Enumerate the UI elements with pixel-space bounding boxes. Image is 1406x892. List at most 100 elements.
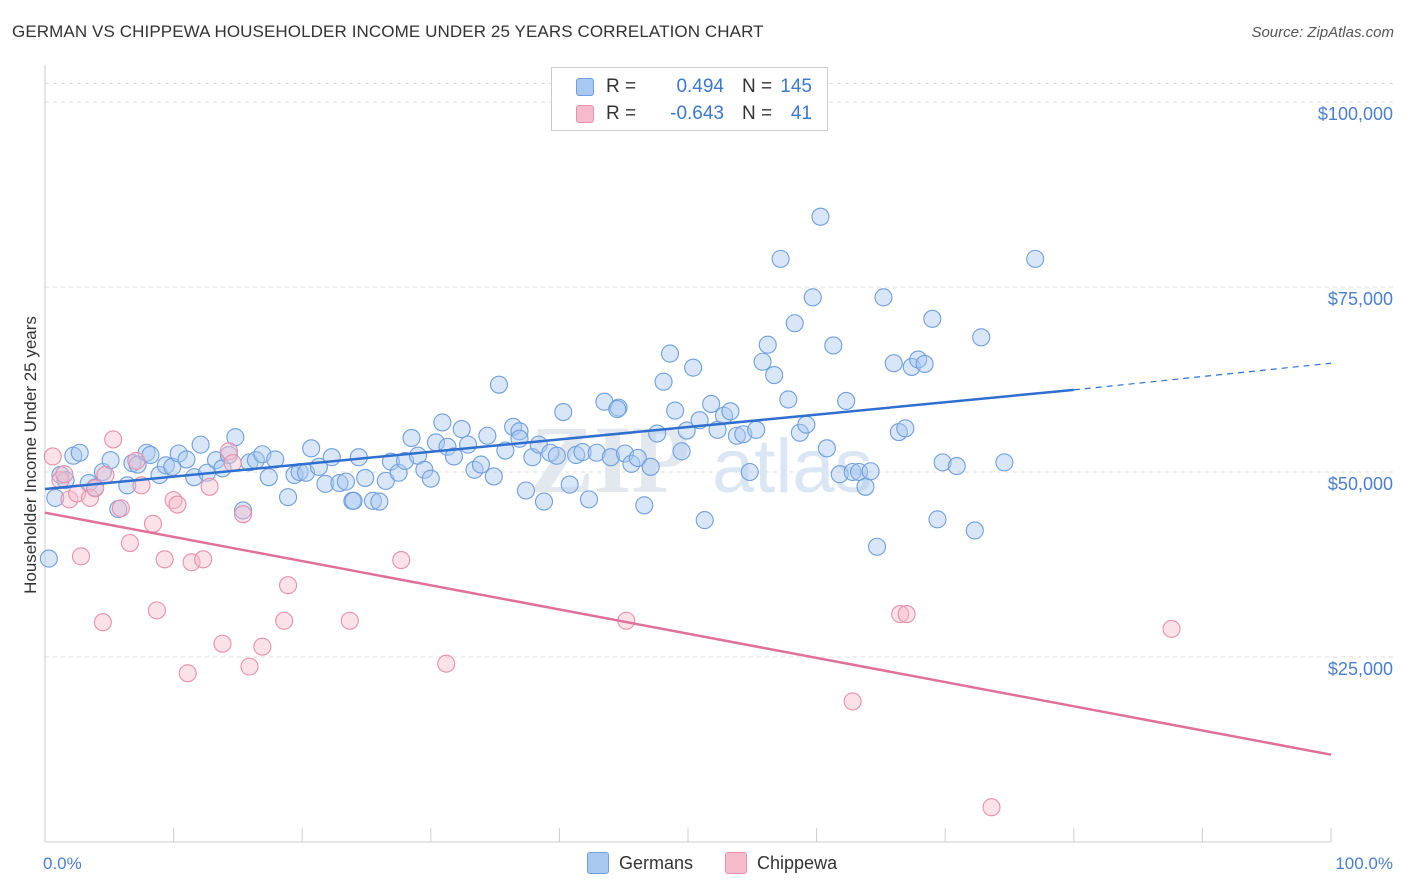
n-value: 41 [790,103,812,124]
german-point [177,450,196,469]
german-point [56,471,75,490]
german-point [608,400,627,419]
german-point [1026,249,1045,268]
series-legend: Germans Chippewa [587,852,869,874]
chippewa-point [279,576,298,595]
legend-label-chippewa: Chippewa [757,852,838,873]
chippewa-point [982,798,1001,817]
chippewa-swatch [725,852,748,874]
german-point [471,455,491,474]
chippewa-point [143,514,163,533]
chippewa-point [55,465,74,484]
germans-swatch [587,852,609,874]
german-point [376,471,395,490]
chippewa-trend-line [44,511,1332,756]
german-point [771,249,790,268]
german-point [695,511,714,530]
chippewa-point [71,547,91,566]
legend-row-chippewa: R = -0.643 N = 41 [576,101,812,127]
y-axis-label: Householder Income Under 25 years [21,316,40,594]
watermark-zip: ZIP [530,406,690,513]
source-credit: Source: ZipAtlas.com [1251,24,1394,41]
n-value: 145 [780,76,812,97]
german-point [861,462,880,481]
chippewa-point [194,550,213,569]
german-point [702,394,721,413]
german-point [947,457,966,476]
german-point [654,372,673,391]
german-point [259,468,278,487]
chippewa-point [223,454,242,473]
german-point [444,447,463,466]
y-tick-label: $100,000 [1318,104,1393,124]
german-point [856,477,875,496]
german-point [285,465,304,485]
x-tick-label-min: 0.0% [43,854,82,873]
chippewa-point [1162,619,1181,638]
y-tick-label: $50,000 [1328,474,1393,494]
german-point [421,469,440,488]
german-point [330,474,349,493]
chippewa-point [891,605,910,624]
chippewa-point [93,613,112,632]
german-point [803,288,822,307]
n-label: N = [742,103,773,124]
chippewa-point [240,657,259,676]
axis-labels: Householder Income Under 25 years $25,00… [21,104,1393,873]
german-point [510,422,529,441]
german-point [560,475,579,494]
german-point [489,375,509,394]
german-point [39,549,58,568]
chippewa-point [275,611,294,630]
legend-item-chippewa[interactable]: Chippewa [725,852,837,874]
x-tick-label-max: 100.0% [1335,854,1393,873]
german-point [684,358,703,377]
german-point [884,354,903,373]
german-point [824,336,843,355]
chippewa-point [437,654,456,673]
german-point [534,492,554,511]
chippewa-point [111,499,130,518]
chippewa-point [80,488,100,507]
german-point [191,435,210,454]
german-point [70,443,89,462]
german-point [587,443,606,462]
german-point [302,439,321,458]
german-point [478,426,497,445]
legend-row-germans: R = 0.494 N = 145 [576,74,812,100]
chippewa-point [213,634,232,653]
german-point [837,391,856,411]
german-point [433,413,452,432]
y-tick-label: $25,000 [1328,659,1393,679]
german-point [874,288,893,307]
german-point [747,420,766,439]
german-points [39,207,1045,568]
german-point [758,335,777,354]
chippewa-point [178,664,197,683]
chippewa-point [43,447,62,466]
grid-lines [45,83,1393,658]
n-label: N = [742,76,773,97]
r-value: -0.643 [670,103,724,124]
y-tick-label: $75,000 [1328,289,1393,309]
german-point [765,366,784,385]
german-point [753,352,772,371]
chart-title: GERMAN VS CHIPPEWA HOUSEHOLDER INCOME UN… [12,22,764,41]
german-point [648,424,667,443]
chippewa-point [96,465,115,485]
r-label: R = [606,76,637,97]
german-point [995,453,1014,472]
german-point [867,537,887,556]
r-label: R = [606,103,637,124]
german-point [452,420,471,439]
german-point [415,460,434,479]
r-value: 0.494 [676,76,724,97]
chippewa-point [253,637,272,656]
german-point [316,474,335,493]
german-point [740,462,759,482]
german-point [573,442,592,462]
german-point [356,468,375,487]
legend-item-germans[interactable]: Germans [587,852,693,874]
german-point [641,457,660,476]
german-point [516,481,536,500]
